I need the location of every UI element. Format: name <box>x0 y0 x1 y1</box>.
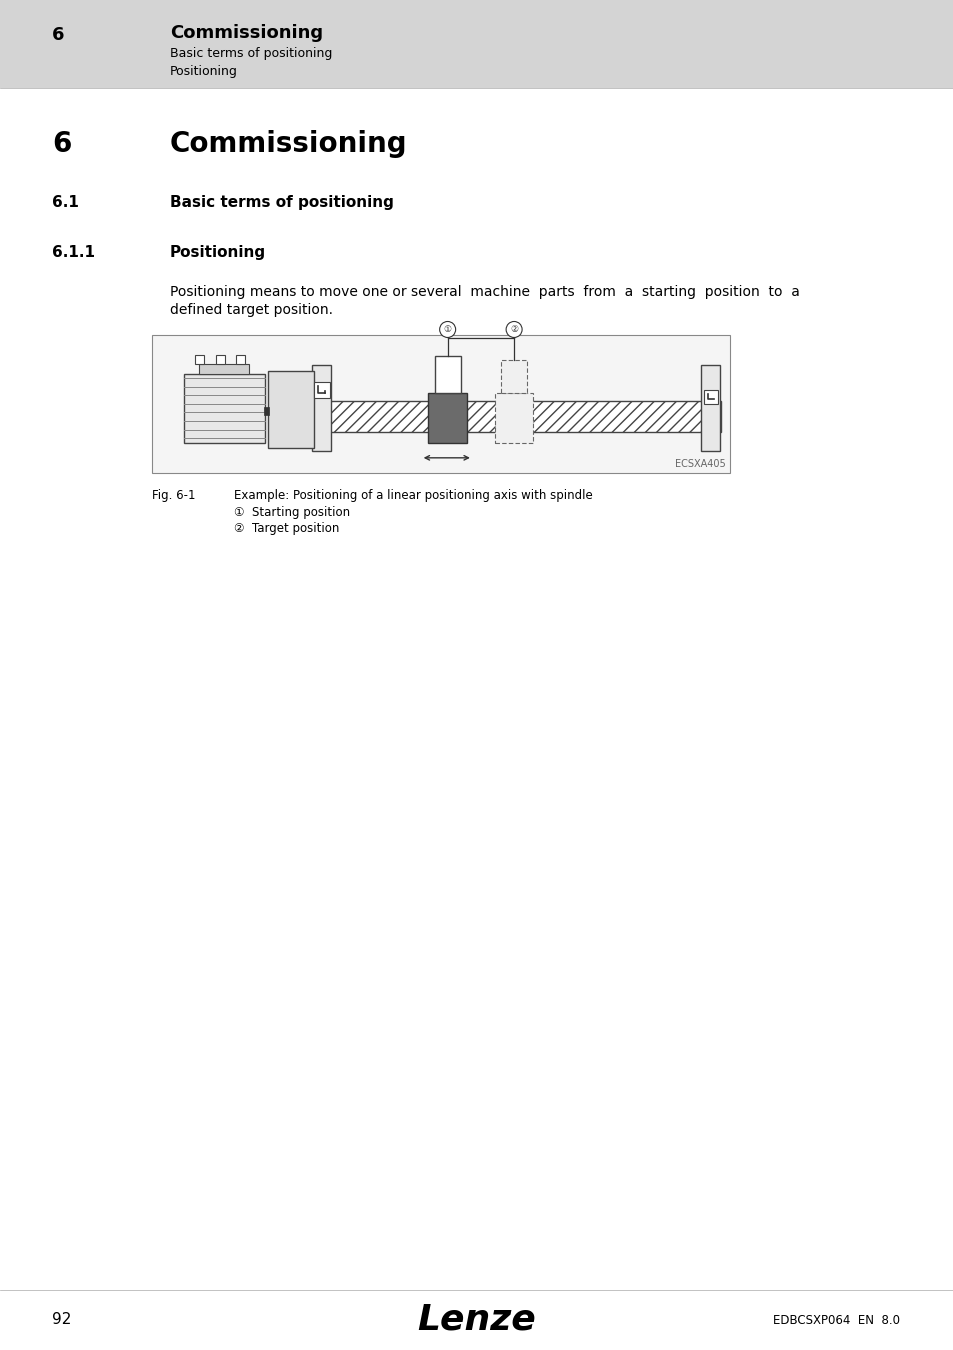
Bar <box>152 335 729 472</box>
Bar <box>312 366 331 451</box>
Text: 6.1: 6.1 <box>52 194 79 211</box>
Bar <box>195 355 204 363</box>
Bar <box>184 374 264 443</box>
Text: EDBCSXP064  EN  8.0: EDBCSXP064 EN 8.0 <box>772 1314 899 1327</box>
Bar <box>435 355 460 393</box>
Circle shape <box>439 321 456 338</box>
Bar <box>314 382 330 398</box>
Bar <box>500 360 527 393</box>
Text: Example: Positioning of a linear positioning axis with spindle: Example: Positioning of a linear positio… <box>233 489 592 502</box>
Text: Commissioning: Commissioning <box>170 130 407 158</box>
Text: Positioning: Positioning <box>170 244 266 261</box>
Bar <box>495 393 533 443</box>
Text: Basic terms of positioning: Basic terms of positioning <box>170 194 394 211</box>
Bar <box>428 393 467 443</box>
Bar <box>700 366 720 451</box>
Bar <box>215 355 224 363</box>
Circle shape <box>506 321 521 338</box>
Text: Fig. 6-1: Fig. 6-1 <box>152 489 195 502</box>
Text: Commissioning: Commissioning <box>170 24 323 42</box>
Bar <box>703 390 717 404</box>
Text: 6: 6 <box>52 130 71 158</box>
Bar <box>0 0 953 88</box>
Text: defined target position.: defined target position. <box>170 302 333 317</box>
Bar <box>199 363 249 374</box>
Text: ①: ① <box>443 325 451 333</box>
Text: ②  Target position: ② Target position <box>233 522 339 535</box>
Text: 6: 6 <box>52 26 65 45</box>
Text: Basic terms of positioning: Basic terms of positioning <box>170 47 332 59</box>
Bar <box>235 355 245 363</box>
Text: 92: 92 <box>52 1312 71 1327</box>
Text: Lenze: Lenze <box>417 1303 536 1336</box>
Text: ECSXA405: ECSXA405 <box>675 459 725 468</box>
Text: 6.1.1: 6.1.1 <box>52 244 95 261</box>
Text: ②: ② <box>510 325 517 333</box>
Text: Positioning means to move one or several  machine  parts  from  a  starting  pos: Positioning means to move one or several… <box>170 285 799 298</box>
Bar <box>316 401 720 432</box>
Text: Positioning: Positioning <box>170 65 237 78</box>
Bar <box>268 371 314 448</box>
Bar <box>263 408 269 414</box>
Text: ①  Starting position: ① Starting position <box>233 506 350 518</box>
